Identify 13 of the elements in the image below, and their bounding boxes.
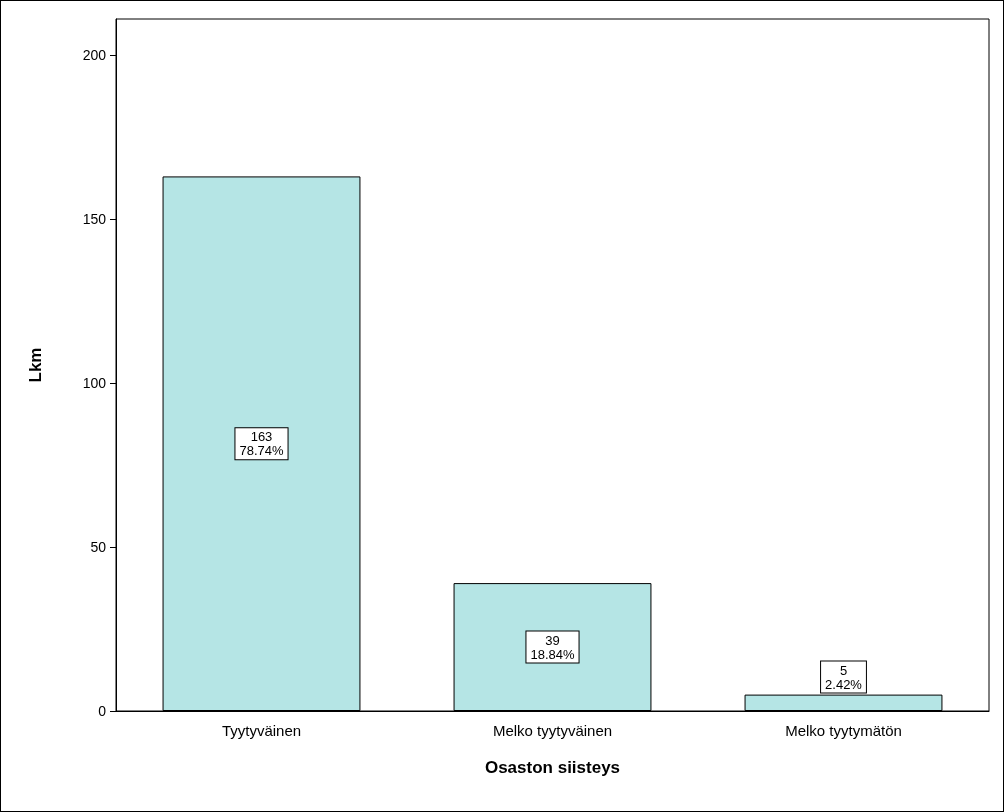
data-label: 39 18.84% [530, 632, 575, 662]
data-label: 163 78.74% [239, 429, 284, 459]
x-tick-label: Tyytyväinen [221, 722, 302, 739]
y-tick-label: 150 [82, 211, 107, 228]
y-axis-title: Lkm [26, 347, 45, 383]
y-tick-label: 100 [82, 375, 107, 392]
x-tick-label: Melko tyytymätön [785, 722, 902, 739]
x-tick-label: Melko tyytyväinen [492, 722, 613, 739]
y-tick-label: 0 [98, 703, 107, 719]
data-label: 5 2.42% [825, 663, 863, 693]
x-axis-title: Osaston siisteys [484, 758, 621, 777]
y-tick-label: 50 [90, 539, 107, 556]
y-tick-label: 200 [82, 47, 107, 64]
